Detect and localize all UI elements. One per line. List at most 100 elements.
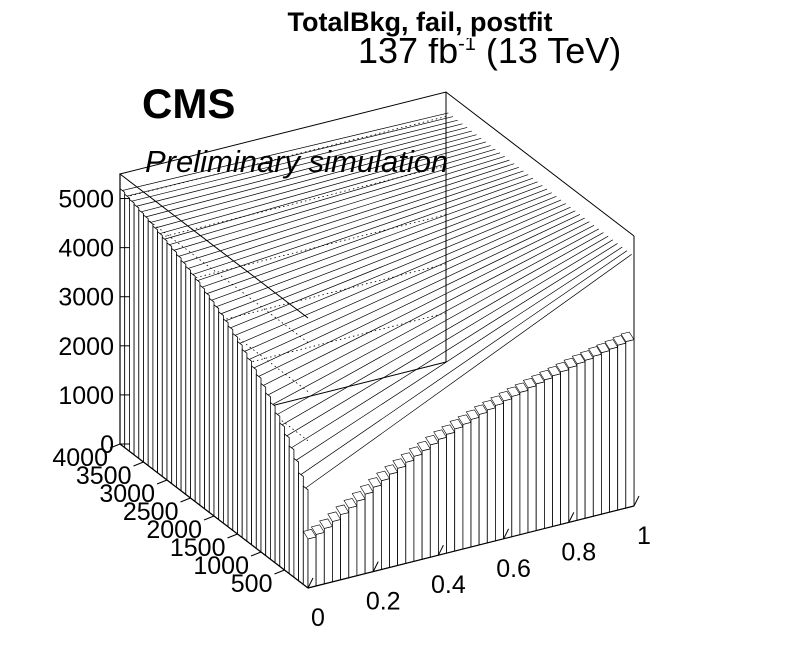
x-tick-label: 0.8 <box>561 538 596 566</box>
left-bar-face <box>242 350 247 542</box>
front-bar-top <box>352 492 365 502</box>
surface-ridge <box>202 175 528 287</box>
front-bar <box>332 519 340 582</box>
z-tick-label: 4000 <box>58 235 114 263</box>
left-bar-face <box>153 226 158 473</box>
left-bar-face <box>144 215 149 466</box>
surface-ridge <box>259 218 585 376</box>
surface-ridge <box>226 193 552 321</box>
front-bar <box>438 437 446 555</box>
front-bar <box>398 466 406 565</box>
y-tick <box>134 462 144 466</box>
front-bar <box>357 499 365 576</box>
front-bar <box>447 432 455 553</box>
left-bar-face <box>252 366 257 548</box>
front-bar <box>618 343 626 510</box>
left-bar-face <box>162 237 167 480</box>
front-bar <box>414 454 422 561</box>
left-bar-face <box>125 194 130 451</box>
front-bar-top <box>369 478 382 488</box>
front-bar-top <box>320 519 333 529</box>
x-tick-label: 1 <box>637 522 651 550</box>
front-bar <box>430 443 438 558</box>
cms-sublabel: Preliminary simulation <box>145 142 448 182</box>
front-bar <box>536 382 544 531</box>
front-bar <box>365 492 373 573</box>
left-bar-face <box>238 342 243 538</box>
left-bar-face <box>158 232 163 477</box>
front-bar-top <box>328 512 341 522</box>
left-bar-face <box>270 403 275 563</box>
front-bar <box>528 386 536 533</box>
surface-ridge <box>230 196 556 327</box>
left-bar-face <box>228 326 233 530</box>
left-bar-face <box>266 393 271 559</box>
front-bar <box>324 526 332 584</box>
front-bar <box>512 394 520 537</box>
left-bar-face <box>247 358 252 545</box>
front-bar <box>349 506 357 578</box>
left-bar-face <box>256 375 261 552</box>
left-bar-face <box>214 305 219 520</box>
left-bar-face <box>195 279 200 506</box>
x-tick-label: 0 <box>311 604 325 632</box>
y-tick <box>204 516 214 520</box>
x-tick-label: 0.4 <box>431 571 466 599</box>
front-bar-top <box>385 465 398 475</box>
left-bar-face <box>285 434 290 574</box>
front-bar <box>479 412 487 545</box>
left-bar-face <box>148 221 153 470</box>
left-bar-face <box>120 189 125 448</box>
front-bar <box>553 374 561 527</box>
left-bar-face <box>139 210 144 462</box>
front-bar <box>495 403 503 541</box>
left-bar-face <box>294 458 299 580</box>
cms-label: CMS <box>142 80 235 128</box>
front-bar <box>316 532 324 586</box>
front-bar <box>422 449 430 560</box>
front-bar <box>373 485 381 571</box>
left-bar-face <box>134 204 139 458</box>
left-bar-face <box>275 413 280 567</box>
surface-ridge <box>254 214 580 367</box>
left-bar-face <box>191 273 196 502</box>
left-bar-face <box>172 249 177 488</box>
front-bar-top <box>336 505 349 515</box>
front-bar <box>561 370 569 525</box>
front-bar <box>406 460 414 563</box>
left-bar-face <box>219 312 224 523</box>
front-bar <box>463 422 471 549</box>
left-bar-face <box>280 423 285 570</box>
front-bar <box>390 472 398 567</box>
front-bar-top <box>360 485 373 495</box>
front-bar-top <box>344 499 357 509</box>
left-bar-face <box>167 243 172 484</box>
left-bar-face <box>181 261 186 495</box>
left-bar-face <box>209 298 214 516</box>
front-bar <box>381 479 389 570</box>
x-tick-label: 0.2 <box>366 588 401 616</box>
surface-ridge <box>193 167 519 274</box>
left-bar-face <box>299 473 304 585</box>
front-bar <box>577 362 585 521</box>
front-bar <box>520 390 528 534</box>
left-bar-face <box>223 319 228 527</box>
left-bar-face <box>176 255 181 491</box>
surface-ridge <box>207 178 533 293</box>
surface-ridge <box>221 189 547 314</box>
left-bar-face <box>205 292 210 513</box>
front-bar <box>585 358 593 518</box>
front-bar-top <box>401 453 414 463</box>
chart-title: TotalBkg, fail, postfit <box>252 4 588 40</box>
front-bar <box>455 427 463 551</box>
surface-ridge <box>212 182 538 300</box>
front-bar <box>626 340 634 509</box>
left-bar-face <box>200 285 205 509</box>
left-bar-face <box>129 199 134 454</box>
left-bar-face <box>186 267 191 498</box>
front-bar-top <box>377 471 390 481</box>
front-bar <box>341 513 349 580</box>
x-tick <box>634 496 639 506</box>
front-bar <box>504 399 512 539</box>
